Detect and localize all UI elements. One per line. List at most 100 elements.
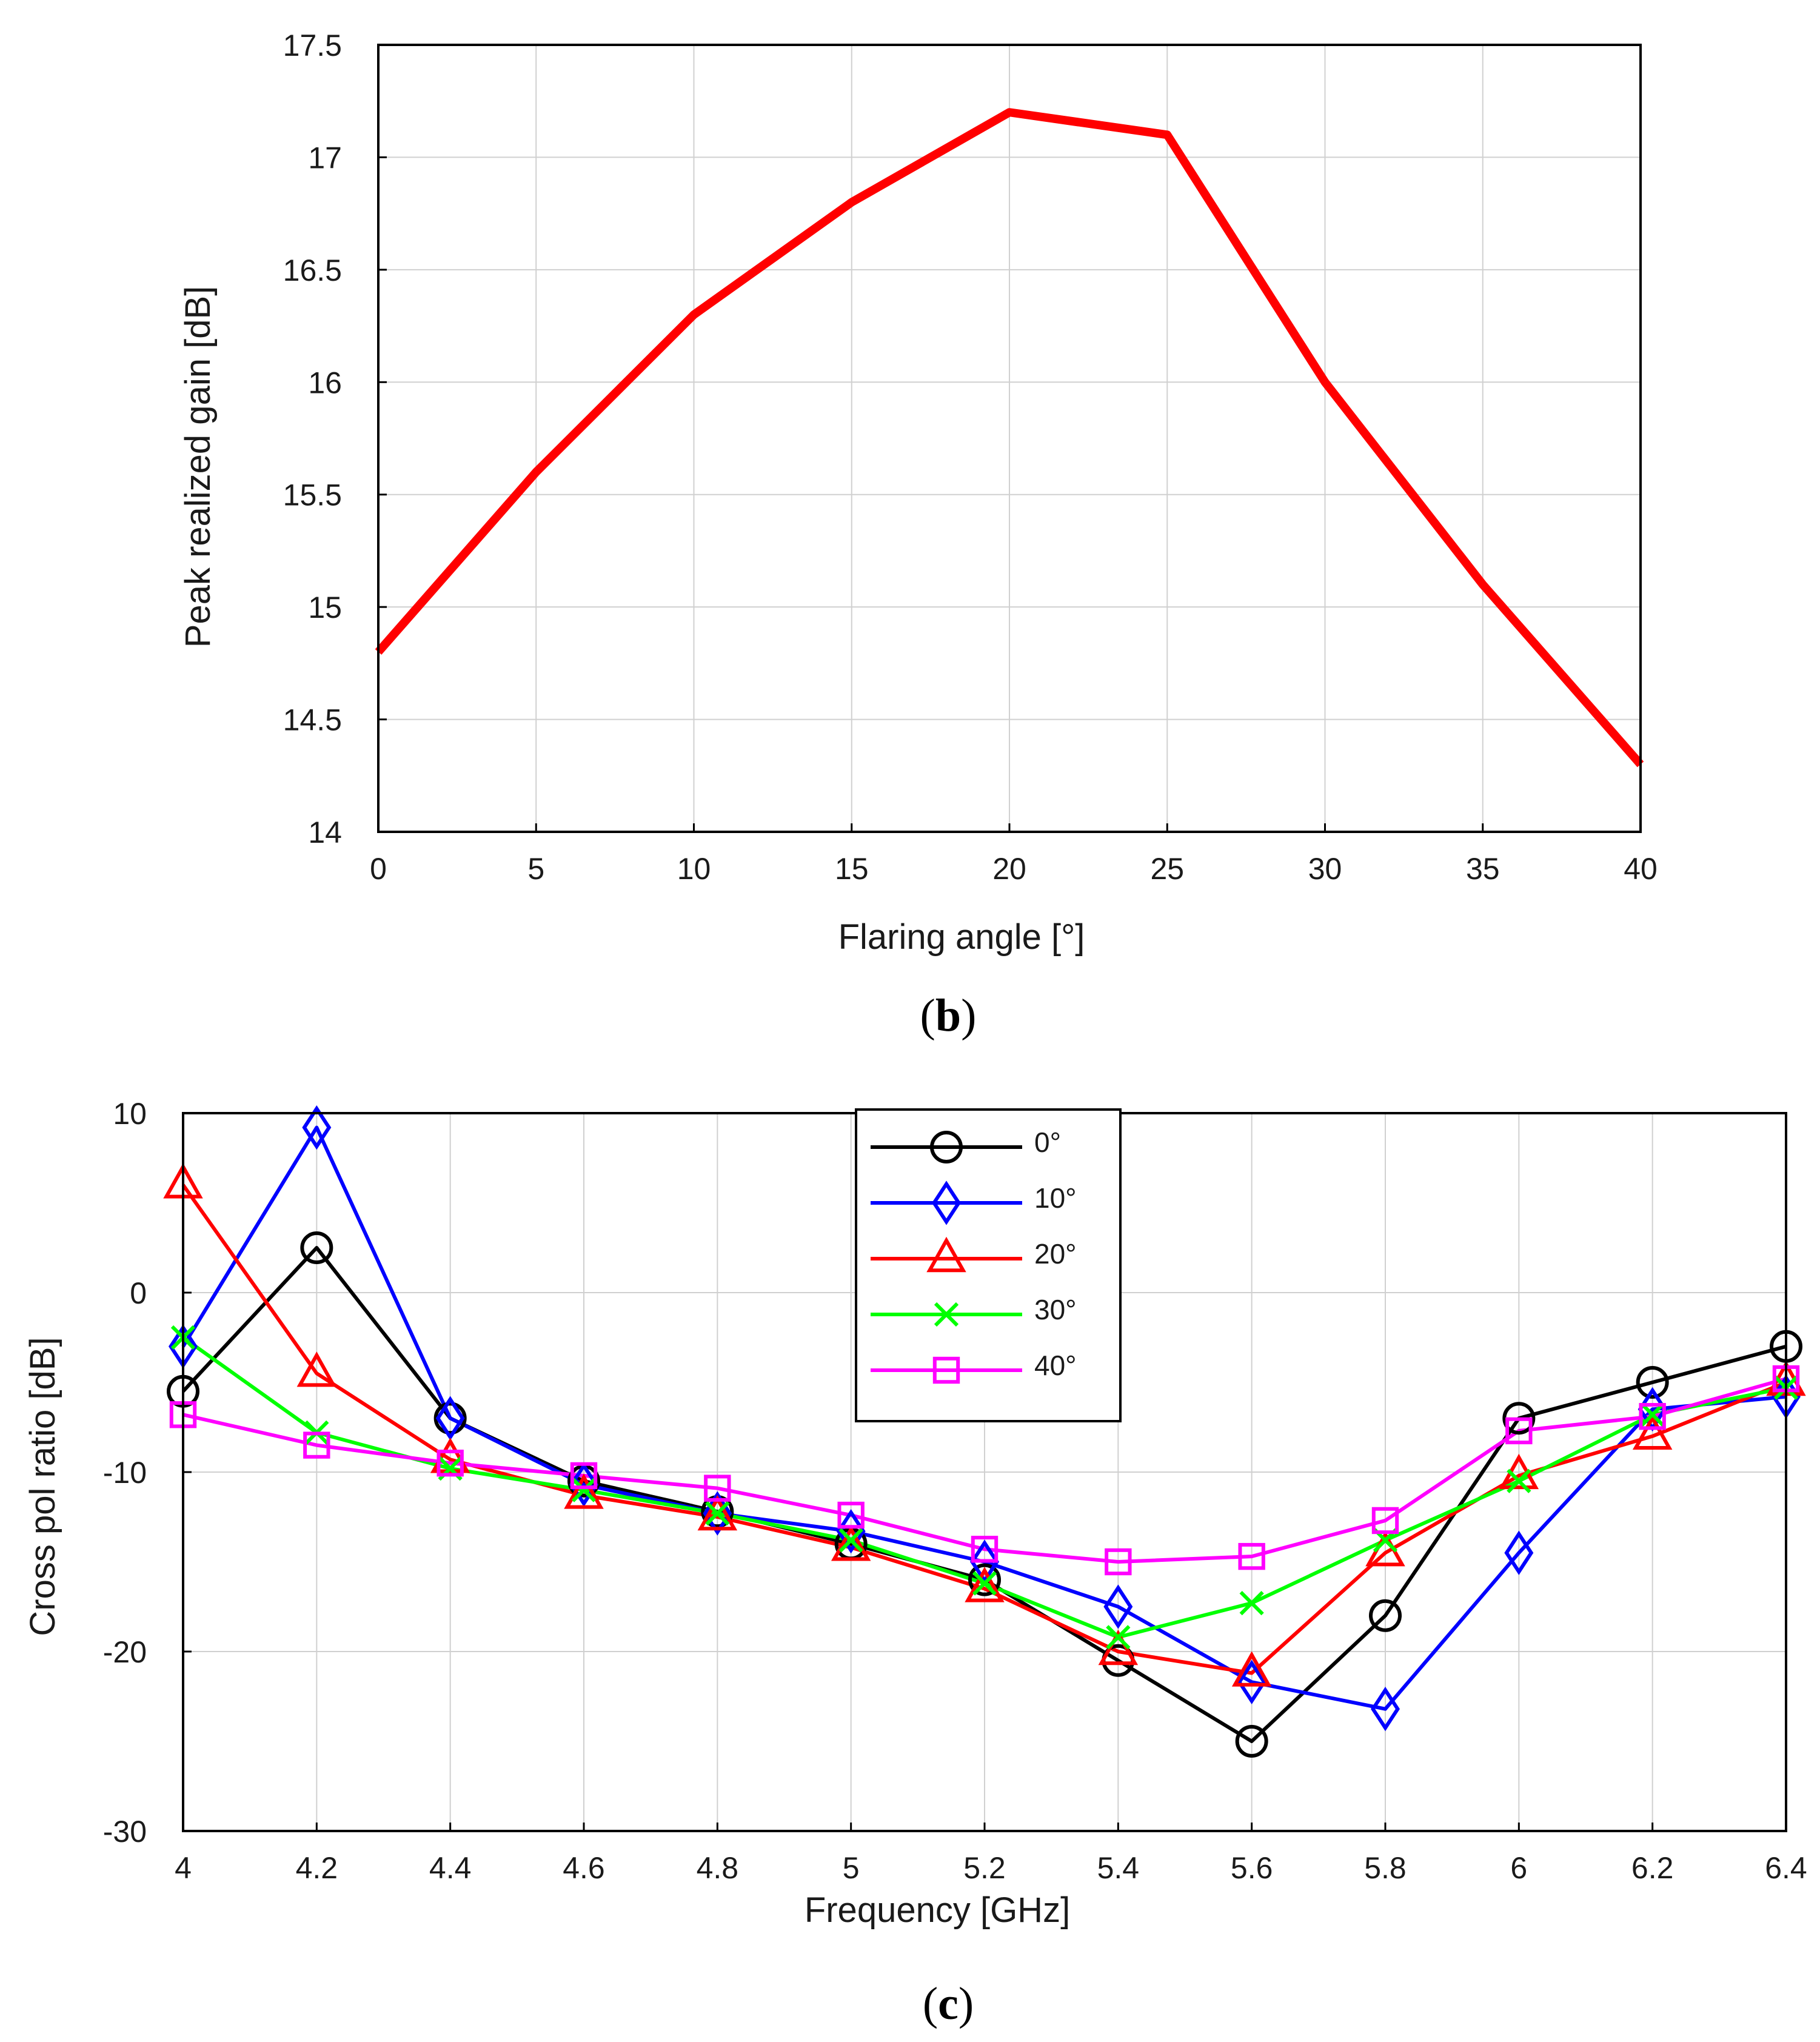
- b-y-tick-label-6: 17: [308, 141, 342, 175]
- chart-c-point-3-10: [1507, 1468, 1531, 1493]
- chart-c-point-0-8: [1235, 1725, 1268, 1758]
- b-y-tick-label-2: 15: [308, 591, 342, 624]
- chart-c-legend-label-0: 0°: [1034, 1126, 1061, 1158]
- chart-c-caption: (c): [923, 1978, 974, 2029]
- chart-b-caption-open: (: [920, 990, 935, 1041]
- c-x-tick-label-3: 4.6: [563, 1851, 605, 1885]
- chart-c-point-2-8: [1231, 1651, 1272, 1687]
- chart-c-caption-close: ): [959, 1978, 974, 2029]
- c-y-tick-label-0: -30: [103, 1815, 147, 1849]
- chart-c-point-2-2: [430, 1438, 470, 1473]
- c-x-tick-label-1: 4.2: [296, 1851, 338, 1885]
- b-y-tick-label-0: 14: [308, 815, 342, 849]
- chart-c-legend-marker-3: [934, 1302, 959, 1327]
- chart-c-caption-letter: c: [938, 1978, 959, 2029]
- chart-b-axes-frame: [377, 44, 1642, 833]
- chart-b-x-tick-labels: 0 5 10 15 20 25 30 35 40: [370, 852, 1658, 886]
- chart-c-point-4-6: [971, 1536, 999, 1563]
- chart-c-series-line-2: [181, 1183, 1787, 1675]
- chart-c-legend-marker-4: [932, 1356, 960, 1384]
- chart-c-y-axis-label: Cross pol ratio [dB]: [23, 1337, 62, 1636]
- chart-c-point-2-1: [296, 1351, 337, 1387]
- chart-c-legend: 0° 10° 20° 30° 40°: [855, 1108, 1122, 1422]
- b-y-tick-label-3: 15.5: [283, 478, 342, 512]
- chart-c-point-1-7: [1103, 1584, 1133, 1629]
- b-y-tick-label-5: 16.5: [283, 253, 342, 287]
- chart-c-legend-marker-1: [932, 1180, 961, 1225]
- chart-c-point-1-9: [1371, 1687, 1400, 1732]
- b-x-tick-label-6: 30: [1308, 852, 1342, 886]
- chart-c-legend-box: [855, 1108, 1122, 1422]
- b-x-tick-label-5: 25: [1150, 852, 1184, 886]
- c-x-tick-label-4: 4.8: [697, 1851, 739, 1885]
- b-x-tick-label-0: 0: [370, 852, 387, 886]
- chart-c-series-markers: [163, 1105, 1806, 1758]
- chart-c-point-4-3: [570, 1462, 598, 1490]
- c-y-tick-label-2: -10: [103, 1456, 147, 1490]
- chart-c-legend-label-1: 10°: [1034, 1182, 1077, 1214]
- chart-b-caption: (b): [920, 990, 977, 1041]
- chart-c-point-1-1: [302, 1105, 332, 1150]
- b-x-tick-label-7: 35: [1466, 852, 1500, 886]
- chart-c-legend-label-3: 30°: [1034, 1294, 1077, 1325]
- c-x-tick-label-6: 5.2: [963, 1851, 1006, 1885]
- chart-b-y-tick-labels: 14 14.5 15 15.5 16 16.5 17 17.5: [283, 28, 342, 849]
- chart-c-y-tick-labels: -30 -20 -10 0 10: [103, 1097, 147, 1849]
- chart-c-point-1-6: [970, 1539, 999, 1584]
- chart-c-point-3-5: [838, 1528, 863, 1553]
- chart-c-point-3-6: [972, 1571, 997, 1596]
- chart-b-series-lines: [375, 108, 1644, 768]
- chart-c-point-4-7: [1105, 1548, 1132, 1576]
- chart-c-point-2-6: [965, 1567, 1005, 1602]
- c-x-tick-label-2: 4.4: [429, 1851, 472, 1885]
- chart-c-point-0-2: [433, 1402, 467, 1435]
- b-x-tick-label-4: 20: [992, 852, 1026, 886]
- chart-c-point-2-11: [1632, 1414, 1673, 1450]
- b-y-tick-label-7: 17.5: [283, 28, 342, 62]
- b-x-tick-label-1: 5: [527, 852, 544, 886]
- chart-c-point-4-4: [704, 1475, 731, 1502]
- chart-c-cross-pol: 4 4.2 4.4 4.6 4.8 5 5.2 5.4 5.6 5.8 6 6.2 6.4 -30 -20…: [23, 1097, 1807, 2029]
- chart-b-caption-close: ): [961, 990, 976, 1041]
- chart-c-point-3-4: [705, 1501, 730, 1526]
- chart-c-point-3-7: [1106, 1625, 1131, 1650]
- chart-c-point-4-8: [1238, 1542, 1265, 1570]
- chart-c-point-4-11: [1639, 1403, 1666, 1430]
- chart-c-point-1-10: [1504, 1530, 1534, 1575]
- c-x-tick-label-11: 6.2: [1631, 1851, 1674, 1885]
- b-y-tick-label-4: 16: [308, 366, 342, 400]
- chart-c-point-4-2: [437, 1450, 464, 1477]
- c-y-tick-label-3: 0: [130, 1276, 147, 1310]
- chart-c-point-3-8: [1239, 1590, 1264, 1616]
- chart-c-x-axis-label: Frequency [GHz]: [805, 1890, 1070, 1930]
- b-x-tick-label-2: 10: [677, 852, 711, 886]
- chart-b-peak-gain: 0 5 10 15 20 25 30 35 40 14 14.5 15 15.5 16 16.5 17 17.…: [0, 0, 1820, 1041]
- chart-c-point-4-5: [837, 1501, 865, 1529]
- c-x-tick-label-8: 5.6: [1231, 1851, 1273, 1885]
- chart-c-legend-label-2: 20°: [1034, 1238, 1077, 1270]
- c-x-tick-label-9: 5.8: [1364, 1851, 1407, 1885]
- chart-c-point-2-3: [564, 1473, 604, 1509]
- chart-c-point-0-6: [968, 1563, 1001, 1596]
- chart-c-point-3-3: [571, 1478, 597, 1502]
- chart-c-point-0-9: [1369, 1599, 1402, 1632]
- chart-c-point-0-10: [1502, 1402, 1536, 1435]
- c-y-tick-label-1: -20: [103, 1635, 147, 1669]
- chart-c-legend-label-4: 40°: [1034, 1350, 1077, 1381]
- chart-c-point-2-7: [1098, 1629, 1139, 1665]
- c-x-tick-label-5: 5: [843, 1851, 860, 1885]
- chart-b-x-axis-label: Flaring angle [°]: [838, 917, 1085, 957]
- chart-c-point-3-11: [1640, 1402, 1665, 1427]
- chart-c-legend-items: 0° 10° 20° 30° 40°: [871, 1126, 1077, 1384]
- b-x-tick-label-8: 40: [1624, 852, 1658, 886]
- chart-c-legend-marker-2: [926, 1236, 966, 1273]
- chart-c-x-tick-labels: 4 4.2 4.4 4.6 4.8 5 5.2 5.4 5.6 5.8 6 6.2 6.4: [175, 1851, 1807, 1885]
- chart-b-background: [0, 0, 1820, 1031]
- c-x-tick-label-10: 6: [1510, 1851, 1527, 1885]
- c-y-tick-label-4: 10: [113, 1097, 147, 1131]
- chart-c-point-0-11: [1636, 1366, 1669, 1399]
- chart-b-series-line-0: [375, 108, 1644, 768]
- c-x-tick-label-0: 4: [175, 1851, 192, 1885]
- chart-c-point-4-10: [1505, 1417, 1533, 1445]
- chart-c-point-2-4: [697, 1495, 738, 1531]
